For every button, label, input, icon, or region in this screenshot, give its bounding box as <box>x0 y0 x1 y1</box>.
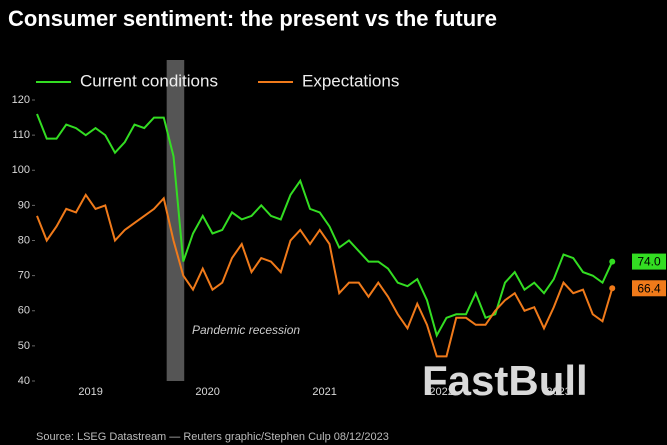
x-tick-label: 2021 <box>312 386 336 398</box>
y-tick-label: 90 <box>18 199 30 211</box>
x-tick-label: 2019 <box>78 386 102 398</box>
annotation: Pandemic recession <box>192 323 300 337</box>
y-tick-label: 70 <box>18 270 30 282</box>
y-tick-label: 120 <box>12 94 30 106</box>
y-tick-label: 100 <box>12 164 30 176</box>
end-marker <box>609 258 616 265</box>
line <box>36 192 614 358</box>
y-tick-label: 80 <box>18 234 30 246</box>
end-label: 66.4 <box>637 281 661 295</box>
legend-label: Current conditions <box>80 71 218 90</box>
y-tick-label: 60 <box>18 305 30 317</box>
end-marker <box>609 285 616 292</box>
x-tick-label: 2023 <box>546 386 570 398</box>
recession-band <box>166 60 185 381</box>
watermark: FastBull <box>422 357 588 404</box>
end-label: 74.0 <box>637 255 661 269</box>
x-tick-label: 2020 <box>195 386 219 398</box>
end-label-box <box>632 280 666 297</box>
end-label-box <box>632 253 666 270</box>
y-tick-label: 40 <box>18 375 30 387</box>
chart-title: Consumer sentiment: the present vs the f… <box>8 6 497 31</box>
legend-label: Expectations <box>302 71 399 90</box>
x-tick-label: 2022 <box>429 386 453 398</box>
y-tick-label: 110 <box>12 129 30 141</box>
line <box>36 113 614 338</box>
y-tick-label: 50 <box>18 340 30 352</box>
source: Source: LSEG Datastream — Reuters graphi… <box>36 431 389 443</box>
